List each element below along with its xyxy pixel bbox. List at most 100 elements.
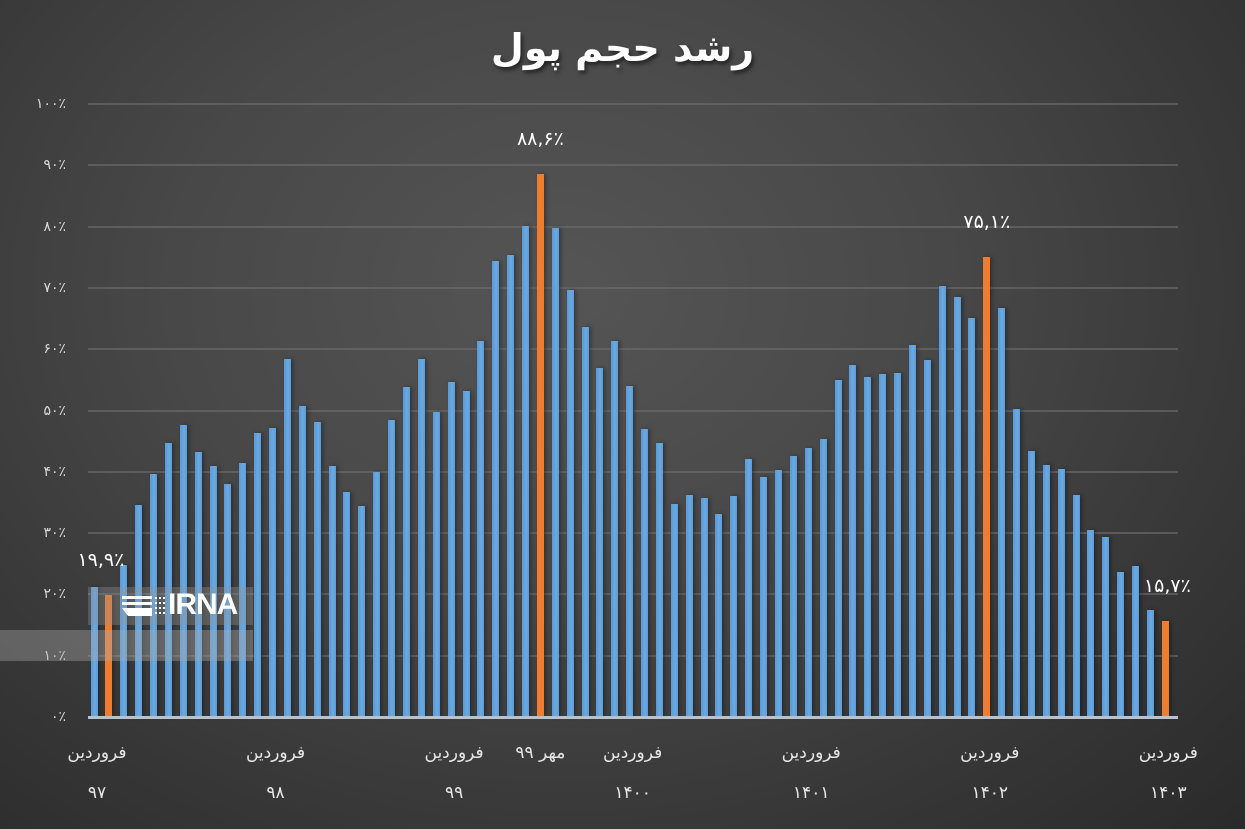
bar (998, 308, 1006, 717)
bar (432, 411, 440, 717)
bar (209, 466, 217, 717)
y-axis-tick-label: ۷۰٪ (43, 279, 66, 296)
x-axis-baseline (88, 716, 1178, 719)
y-axis-tick-label: ۲۰٪ (43, 586, 66, 603)
gridline (88, 286, 1178, 289)
bar (239, 463, 247, 717)
x-axis-month-label: فروردین (1138, 743, 1198, 763)
x-axis-tick-label: فروردین ۱۴۰۰ (603, 733, 662, 813)
x-axis-tick-label: فروردین ۱۴۰۱ (782, 733, 841, 813)
bar (1132, 566, 1140, 717)
bar (804, 447, 812, 717)
bar (879, 373, 887, 717)
bar (224, 484, 232, 717)
bar (864, 376, 872, 717)
bar (462, 390, 470, 717)
x-axis-tick-label: فروردین ۹۹ (425, 733, 484, 813)
highlighted-bar (983, 256, 991, 717)
data-label: ۸۸,۶٪ (516, 127, 564, 150)
bar (626, 385, 634, 717)
bar (1013, 409, 1021, 717)
bar (1102, 536, 1110, 717)
bar (507, 254, 515, 717)
bar (894, 373, 902, 717)
bar (566, 289, 574, 717)
x-axis-month-label: فروردین (960, 743, 1020, 763)
y-axis-tick-label: ۳۰٪ (43, 525, 66, 542)
bar (745, 458, 753, 717)
x-axis-tick-label: فروردین ۱۴۰۲ (960, 733, 1019, 813)
bar (150, 474, 158, 717)
x-axis-tick-label: فروردین ۹۸ (246, 733, 305, 813)
y-axis-tick-label: ۱۰٪ (43, 647, 66, 664)
bar (1087, 530, 1095, 717)
bar (1027, 450, 1035, 717)
bar (343, 492, 351, 717)
watermark-box (88, 587, 253, 625)
bar (522, 225, 530, 717)
y-axis-tick-label: ۵۰٪ (43, 402, 66, 419)
gridline (88, 225, 1178, 228)
x-axis-year-label: ۱۴۰۲ (971, 783, 1009, 803)
gridline (88, 103, 1178, 105)
x-axis-month-label: فروردین (67, 743, 127, 763)
bar (402, 387, 410, 717)
data-label: ۷۵,۱٪ (963, 210, 1011, 233)
bar (1057, 468, 1065, 717)
bar (254, 433, 262, 717)
x-axis-tick-label: فروردین ۱۴۰۳ (1139, 733, 1198, 813)
bar (715, 514, 723, 717)
bar (968, 317, 976, 717)
bar (269, 428, 277, 717)
bar (120, 564, 128, 717)
x-axis-year-label (515, 773, 565, 813)
bar (581, 327, 589, 717)
bar (551, 227, 559, 717)
watermark-logo-text: IRNA (168, 588, 238, 621)
bar (611, 341, 619, 717)
bar (1117, 571, 1125, 717)
x-axis-year-label: ۹۸ (266, 783, 285, 803)
bar (90, 587, 98, 717)
bar (492, 260, 500, 717)
bar (164, 442, 172, 717)
bar (179, 425, 187, 717)
irna-logo-icon (122, 596, 165, 616)
x-axis-year-label: ۹۷ (87, 783, 107, 803)
bar (938, 286, 946, 717)
x-axis-year-label: ۱۴۰۱ (792, 783, 830, 803)
bar (477, 341, 485, 717)
bar (417, 359, 425, 717)
bar (923, 360, 931, 717)
bar (447, 382, 455, 717)
x-axis-tick-label: مهر ۹۹ (515, 733, 565, 813)
bar (834, 379, 842, 717)
bar (313, 422, 321, 717)
bar (328, 466, 336, 717)
highlighted-bar (1161, 620, 1169, 717)
bar (298, 406, 306, 717)
bar (1042, 465, 1050, 717)
y-axis-tick-label: ۴۰٪ (43, 463, 66, 480)
bar (908, 344, 916, 717)
x-axis-tick-label: فروردین ۹۷ (67, 733, 126, 813)
bar (819, 438, 827, 717)
bar (953, 297, 961, 717)
bar (373, 471, 381, 717)
bar (283, 359, 291, 717)
x-axis-year-label: ۱۴۰۰ (614, 783, 651, 803)
bar (685, 495, 693, 717)
bar (596, 368, 604, 717)
bar (700, 498, 708, 717)
bar (760, 476, 768, 717)
y-axis-tick-label: ۹۰٪ (43, 157, 66, 174)
x-axis-year-label: ۱۴۰۳ (1150, 783, 1187, 803)
x-axis-month-label: فروردین (424, 743, 484, 763)
bar (730, 495, 738, 717)
bar (774, 469, 782, 717)
data-label: ۱۵,۷٪ (1143, 574, 1191, 597)
x-axis-year-label: ۹۹ (444, 783, 464, 803)
bar (670, 504, 678, 717)
gridline (88, 164, 1178, 167)
bar (789, 455, 797, 717)
